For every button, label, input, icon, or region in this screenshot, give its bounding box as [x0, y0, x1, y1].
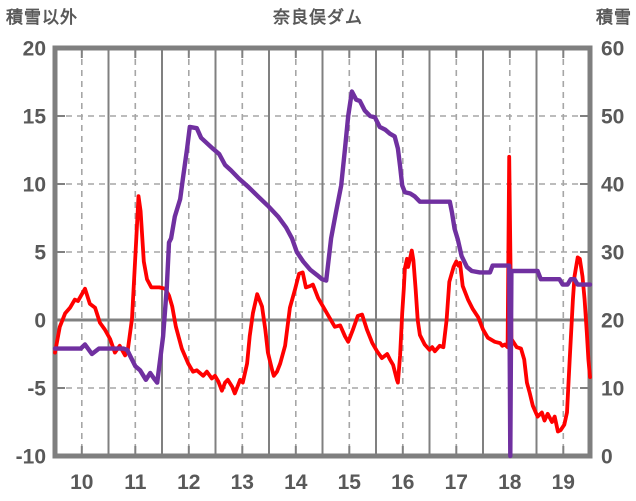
x-axis-tick-label: 13: [231, 471, 254, 494]
right-axis-tick-label: 60: [601, 38, 624, 61]
left-axis-tick-label: 10: [23, 174, 46, 197]
series-line-snow-depth: [52, 89, 593, 459]
right-axis-tick-label: 50: [601, 106, 624, 129]
x-axis-tick-label: 17: [445, 471, 468, 494]
plot-frame: [52, 45, 593, 459]
right-axis-tick-label: 10: [601, 378, 624, 401]
right-axis-tick-label: 30: [601, 242, 624, 265]
x-axis-tick-label: 18: [498, 471, 522, 494]
left-axis-title: 積雪以外: [6, 8, 78, 27]
left-axis-tick-label: 5: [34, 242, 46, 265]
x-axis-tick-label: 12: [177, 471, 200, 494]
right-axis-tick-label: 0: [601, 446, 613, 469]
x-axis-tick-label: 16: [391, 471, 414, 494]
left-axis-tick-label: 20: [23, 38, 46, 61]
right-axis-title: 積雪: [596, 8, 632, 27]
right-axis-tick-label: 40: [601, 174, 624, 197]
left-axis-tick-label: 15: [23, 106, 47, 129]
right-axis-tick-label: 20: [601, 310, 624, 333]
left-axis-tick-label: -5: [27, 378, 46, 401]
x-axis-tick-label: 10: [70, 471, 93, 494]
x-axis-tick-label: 11: [124, 471, 147, 494]
left-axis-tick-label: -10: [16, 446, 46, 469]
x-axis-tick-label: 14: [284, 471, 308, 494]
x-axis-tick-label: 15: [338, 471, 362, 494]
x-axis-tick-label: 19: [552, 471, 575, 494]
chart-title: 奈良俣ダム: [273, 8, 363, 27]
left-axis-tick-label: 0: [34, 310, 46, 333]
